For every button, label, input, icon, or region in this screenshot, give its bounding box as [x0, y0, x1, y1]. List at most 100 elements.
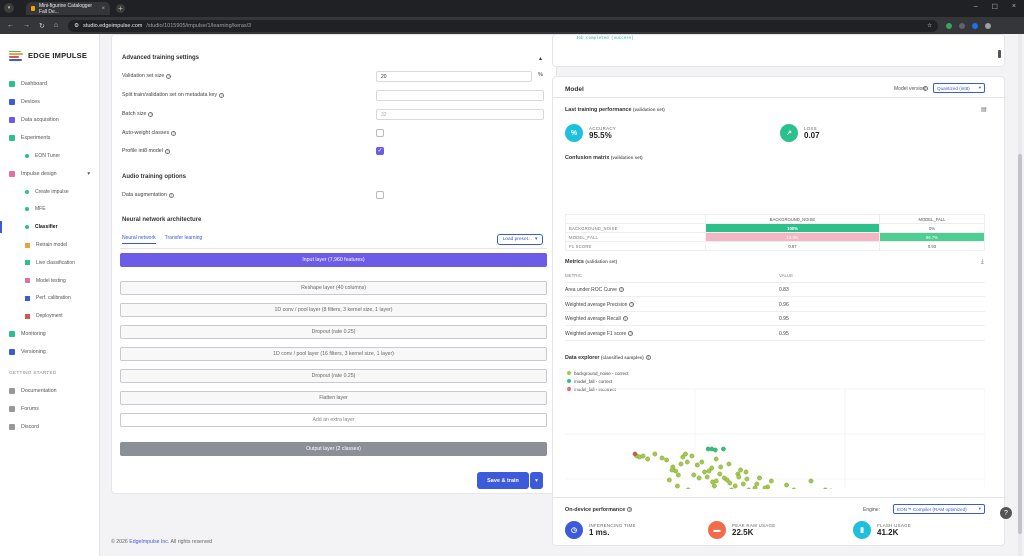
engine-select[interactable]: EON™ Compiler (RAM optimized) ▾ — [893, 504, 985, 514]
url-field[interactable]: ⚙ studio.edgeimpulse.com/studio/1015905/… — [68, 19, 939, 32]
scatter-point-0-20[interactable] — [712, 483, 717, 489]
scatter-point-0-10[interactable] — [680, 454, 686, 460]
log-scrollbar[interactable] — [998, 50, 1001, 58]
scatter-point-0-33[interactable] — [746, 487, 751, 489]
collapse-icon[interactable]: ▴ — [539, 56, 543, 62]
scatter-point-0-11[interactable] — [683, 451, 688, 457]
scatter-point-1-2[interactable] — [712, 447, 718, 453]
scatter-point-0-15[interactable] — [696, 475, 702, 481]
footer-company-link[interactable]: EdgeImpulse Inc. — [129, 539, 170, 545]
sidebar-item-live-classification[interactable]: Live classification — [0, 254, 99, 272]
new-tab-icon[interactable]: + — [116, 4, 125, 13]
scatter-point-0-79[interactable] — [675, 483, 680, 489]
browser-tab[interactable]: Mini-figurine Catalogger Fall De... × — [26, 2, 110, 15]
help-icon[interactable]: ? — [627, 507, 633, 512]
scatter-point-0-31[interactable] — [740, 481, 746, 487]
scatter-point-1-3[interactable] — [721, 446, 726, 452]
extension-icon[interactable] — [972, 22, 979, 29]
scatter-point-0-26[interactable] — [729, 487, 734, 489]
save-train-dropdown-icon[interactable]: ▾ — [530, 472, 543, 489]
batch-size-input[interactable]: 32 — [376, 109, 544, 120]
scatter-point-0-18[interactable] — [709, 465, 715, 471]
sidebar-item-classifier[interactable]: Classifier — [0, 218, 99, 236]
conv-layer-2[interactable]: 1D conv / pool layer (16 filters, 3 kern… — [120, 347, 547, 361]
save-train-button[interactable]: Save & train — [477, 472, 529, 489]
sidebar-item-model-testing[interactable]: Model testing — [0, 272, 99, 290]
scatter-point-0-29[interactable] — [736, 474, 742, 480]
help-icon[interactable]: ? — [148, 111, 154, 117]
metadata-key-input[interactable] — [376, 90, 544, 101]
scatter-point-0-27[interactable] — [732, 483, 738, 489]
help-icon[interactable]: ? — [166, 73, 172, 79]
scatter-point-0-6[interactable] — [664, 457, 669, 463]
scatter-point-0-4[interactable] — [652, 451, 658, 457]
profile-int8-checkbox[interactable]: ✓ — [376, 147, 384, 155]
tab-neural-network[interactable]: Neural network — [122, 235, 156, 244]
close-window-icon[interactable]: × — [1011, 3, 1016, 10]
scatter-point-0-81[interactable] — [738, 467, 743, 473]
extension-shield-icon[interactable] — [946, 22, 953, 29]
scatter-point-0-43[interactable] — [768, 478, 774, 484]
scatter-point-0-13[interactable] — [691, 472, 697, 478]
sidebar-item-monitoring[interactable]: Monitoring — [0, 325, 99, 343]
sidebar-item-deployment[interactable]: Deployment — [0, 307, 99, 325]
sidebar-item-data-acquisition[interactable]: Data acquisition — [0, 111, 99, 129]
scatter-point-0-2[interactable] — [640, 453, 646, 459]
minimize-icon[interactable]: – — [973, 3, 978, 10]
browser-menu-icon[interactable]: ▾ — [4, 3, 14, 13]
help-icon[interactable]: ? — [923, 86, 928, 91]
scatter-point-0-3[interactable] — [645, 456, 650, 462]
scatter-point-0-24[interactable] — [724, 477, 730, 483]
scatter-point-0-83[interactable] — [762, 485, 768, 489]
conv-layer-1[interactable]: 1D conv / pool layer (8 filters, 3 kerne… — [120, 303, 547, 317]
page-scrollbar-thumb[interactable] — [1018, 154, 1022, 534]
model-version-select[interactable]: Quantized (int8) ▾ — [933, 83, 985, 93]
scatter-point-0-86[interactable] — [823, 487, 828, 489]
sidebar-item-versioning[interactable]: Versioning — [0, 343, 99, 361]
scatter-point-0-76[interactable] — [706, 468, 712, 474]
help-icon[interactable]: ? — [628, 331, 634, 336]
scatter-point-0-14[interactable] — [694, 462, 700, 468]
help-icon[interactable]: ? — [629, 302, 635, 307]
help-icon[interactable]: ? — [618, 287, 624, 292]
dropout-layer-1[interactable]: Dropout (rate 0.25) — [120, 325, 547, 339]
sidebar-item-mfe[interactable]: MFE — [0, 201, 99, 219]
dropout-layer-2[interactable]: Dropout (rate 0.25) — [120, 369, 547, 383]
back-icon[interactable]: ← — [7, 21, 14, 29]
output-layer[interactable]: Output layer (2 classes) — [120, 442, 547, 456]
scatter-point-0-12[interactable] — [684, 459, 690, 465]
scatter-point-0-85[interactable] — [808, 478, 814, 484]
brand-logo[interactable]: EDGE IMPULSE — [0, 34, 99, 66]
scatter-point-0-16[interactable] — [702, 469, 707, 475]
sidebar-item-experiments[interactable]: Experiments — [0, 129, 99, 147]
flatten-layer[interactable]: Flatten layer — [120, 391, 547, 405]
legend-item[interactable]: background_noise - correct — [567, 369, 629, 377]
sidebar-item-discord[interactable]: Discord — [0, 418, 99, 436]
sidebar-item-forums[interactable]: Forums — [0, 400, 99, 418]
tab-transfer-learning[interactable]: Transfer learning — [164, 235, 203, 241]
scatter-point-0-22[interactable] — [718, 464, 724, 470]
profile-avatar-icon[interactable] — [985, 22, 992, 29]
help-icon[interactable]: ? — [645, 355, 651, 360]
chart-icon[interactable]: ▤ — [981, 107, 987, 113]
help-chat-icon[interactable]: ? — [1000, 507, 1012, 519]
scatter-point-0-71[interactable] — [678, 461, 684, 467]
scatter-point-0-74[interactable] — [726, 461, 732, 467]
help-icon[interactable]: ? — [219, 92, 225, 98]
forward-icon[interactable]: → — [23, 21, 30, 29]
scatter-point-0-80[interactable] — [686, 487, 691, 489]
scatter-point-0-48[interactable] — [784, 482, 789, 488]
home-icon[interactable]: ⌂ — [53, 21, 59, 29]
help-icon[interactable]: ? — [171, 130, 177, 136]
bookmark-star-icon[interactable]: ☆ — [927, 22, 933, 29]
scatter-point-0-36[interactable] — [752, 485, 758, 489]
validation-size-input[interactable]: 20 — [376, 71, 532, 82]
sidebar-item-devices[interactable]: Devices — [0, 93, 99, 111]
sidebar-item-retrain-model[interactable]: Retrain model — [0, 236, 99, 254]
scatter-point-0-32[interactable] — [744, 476, 750, 482]
auto-weight-checkbox[interactable] — [376, 129, 384, 137]
sidebar-item-dashboard[interactable]: Dashboard — [0, 75, 99, 93]
reload-icon[interactable]: ↻ — [39, 22, 45, 30]
sidebar-item-eon-tuner[interactable]: EON Tuner — [0, 147, 99, 165]
add-layer-button[interactable]: Add an extra layer — [120, 413, 547, 427]
